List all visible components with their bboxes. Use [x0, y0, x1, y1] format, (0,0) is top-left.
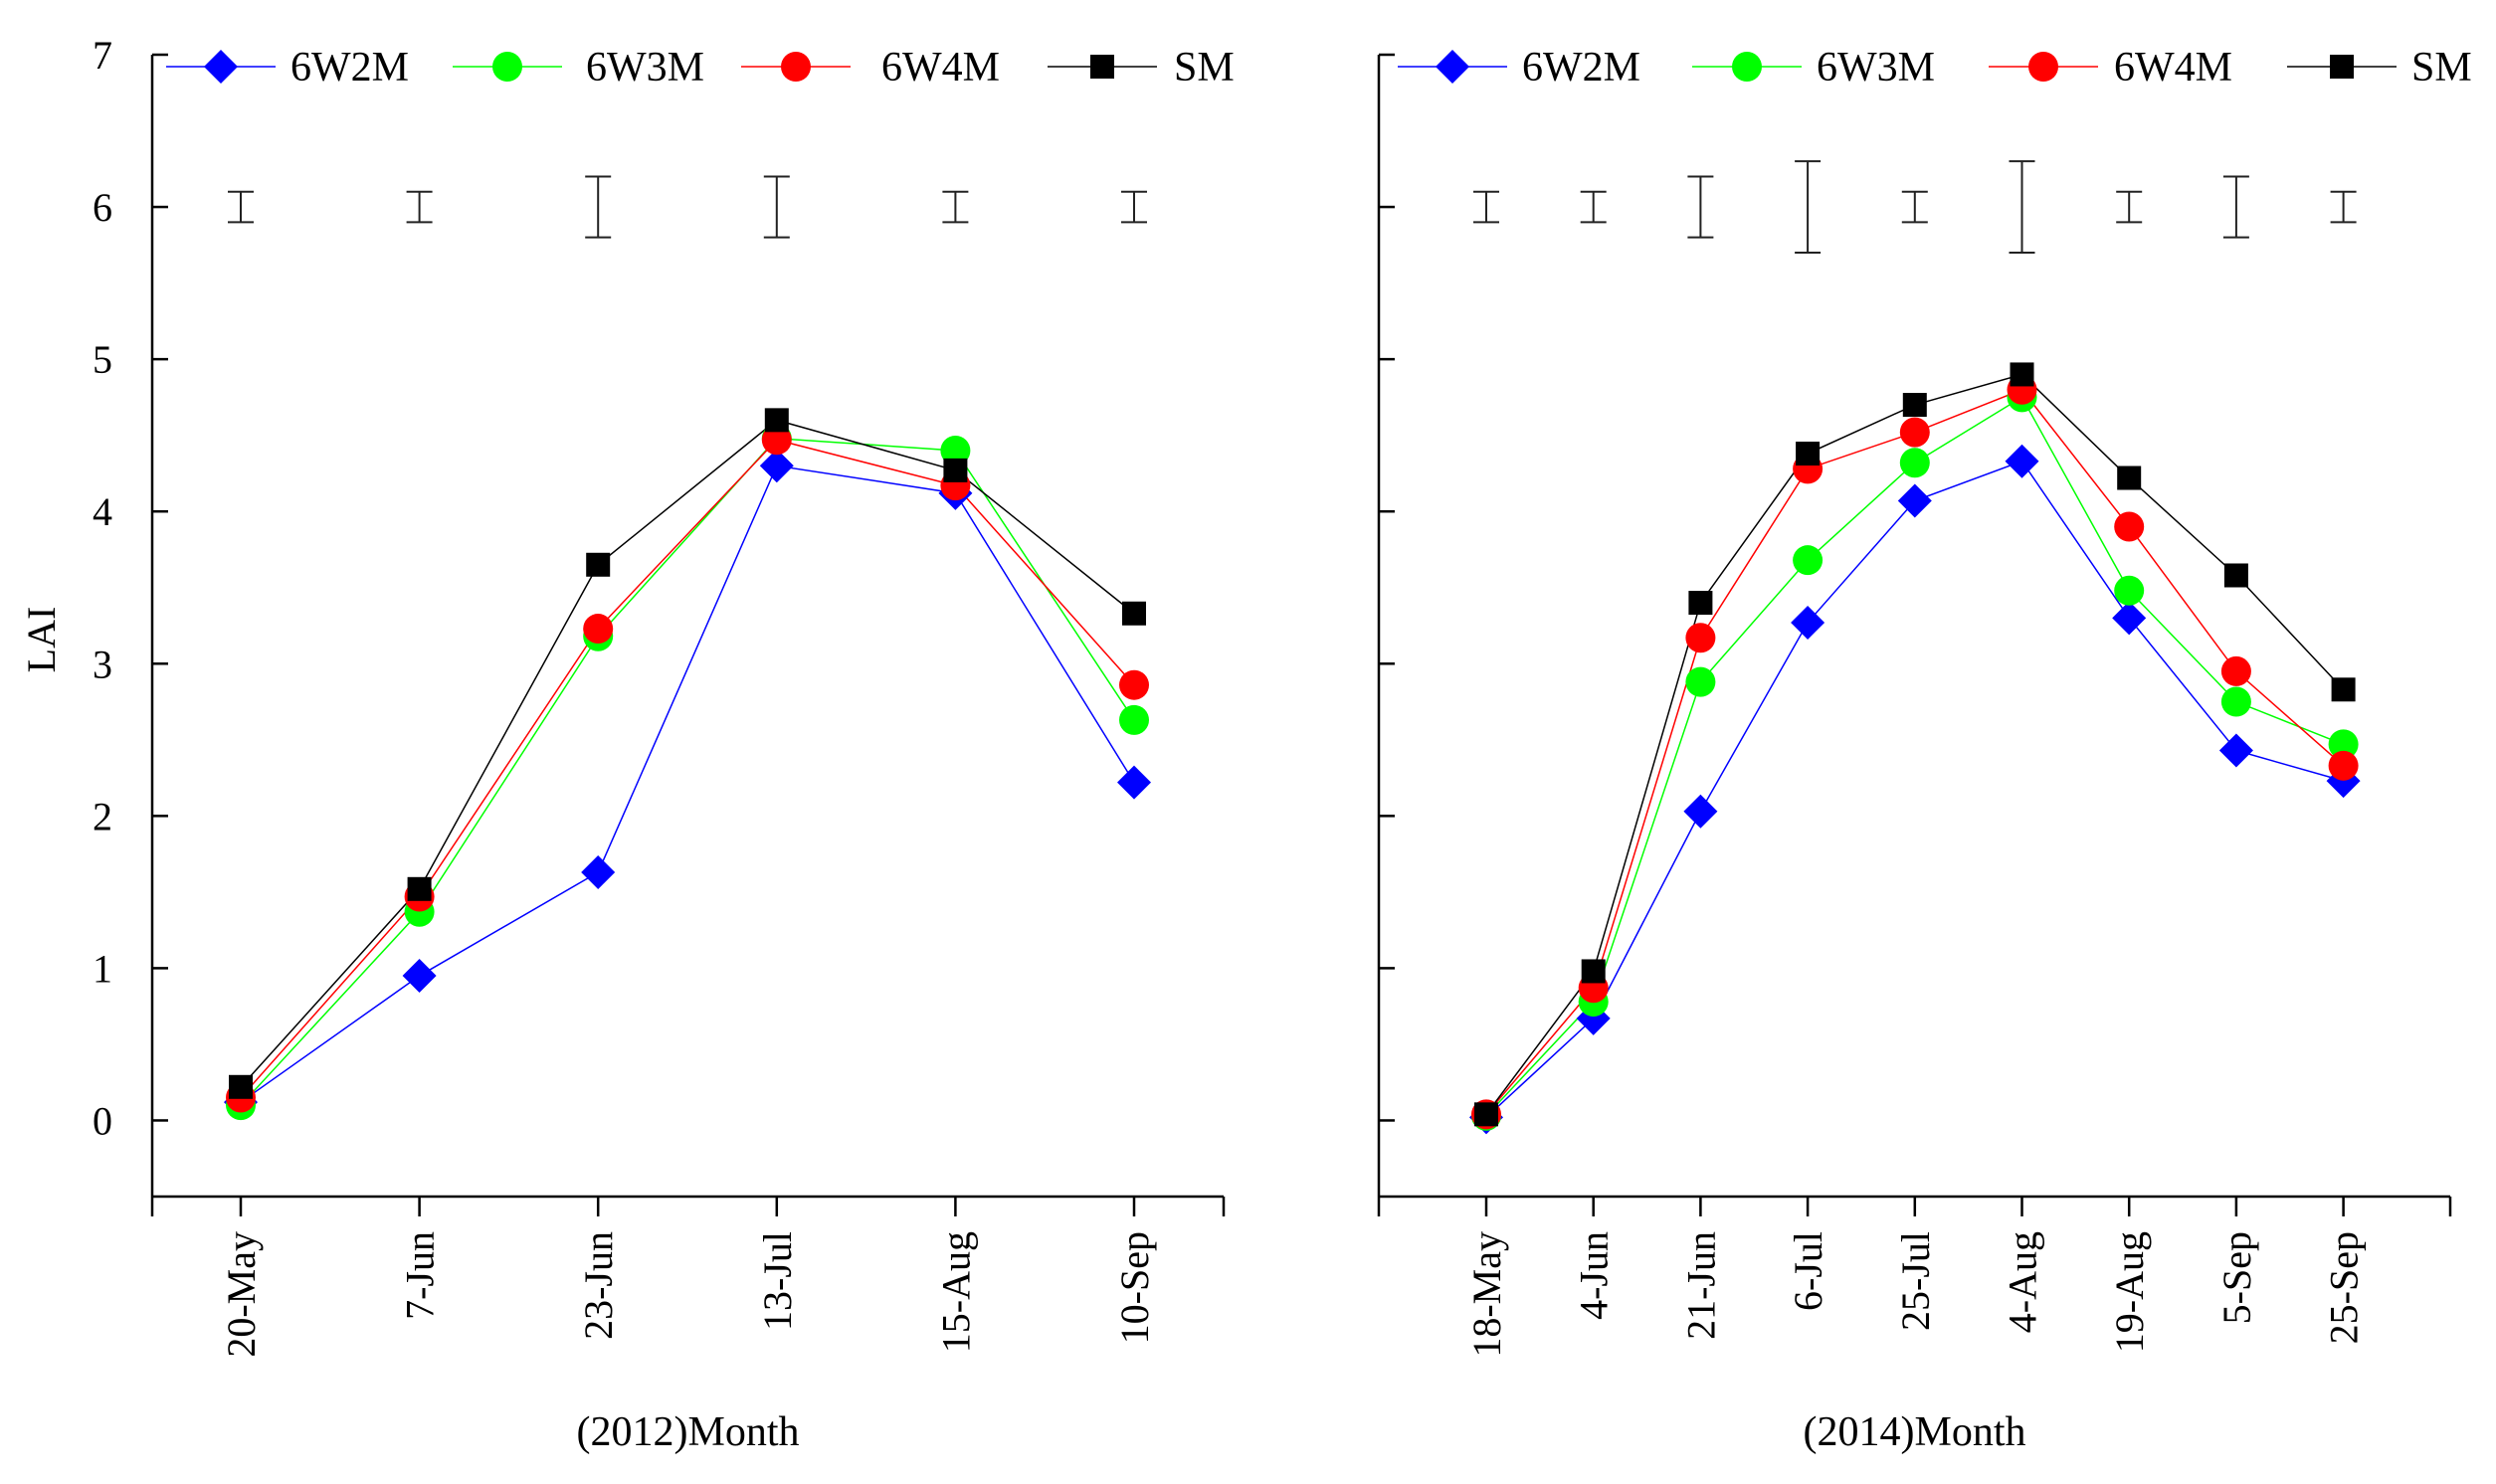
data-point-SM [2223, 563, 2248, 588]
x-tick-label: 21-Jun [1678, 1231, 1723, 1340]
x-tick-label: 13-Jul [755, 1231, 800, 1331]
series-line-6W2M [1485, 460, 2344, 1118]
data-point-6W2M [1897, 483, 1932, 518]
x-tick-label: 7-Jun [398, 1231, 443, 1320]
series-line-SM [240, 419, 1135, 1088]
data-point-6W4M [2328, 750, 2359, 781]
legend-marker-6W3M [492, 52, 522, 82]
legend-label-6W3M: 6W3M [586, 45, 704, 91]
legend-label-6W4M: 6W4M [881, 45, 1000, 91]
y-tick-label: 7 [93, 33, 112, 78]
x-tick-label: 20-May [219, 1231, 264, 1358]
legend-label-6W3M: 6W3M [1817, 45, 1935, 91]
data-point-SM [943, 458, 968, 482]
y-tick-label: 1 [93, 946, 112, 991]
data-point-6W4M [1899, 417, 1930, 448]
x-tick-label: 25-Jul [1893, 1231, 1938, 1331]
series-line-6W2M [240, 464, 1135, 1103]
y-tick-label: 0 [93, 1098, 112, 1143]
x-tick-label: 5-Sep [2214, 1231, 2259, 1324]
x-axis-title: (2014)Month [1804, 1409, 2026, 1455]
data-point-6W4M [1119, 669, 1149, 700]
legend-marker-6W4M [781, 52, 811, 82]
data-point-6W2M [1791, 605, 1825, 640]
data-point-SM [1796, 442, 1821, 466]
data-point-6W2M [402, 959, 437, 994]
data-point-6W3M [1685, 666, 1716, 697]
data-point-6W2M [581, 854, 616, 889]
legend-marker-SM [2330, 55, 2354, 79]
legend-marker-6W4M [2028, 52, 2058, 82]
data-point-6W4M [2114, 511, 2145, 542]
x-tick-label: 10-Sep [1112, 1231, 1157, 1344]
data-point-SM [229, 1074, 253, 1099]
x-tick-label: 19-Aug [2107, 1231, 2152, 1353]
data-point-6W3M [2220, 686, 2251, 717]
data-point-6W2M [1117, 765, 1151, 800]
data-point-SM [407, 876, 432, 901]
data-point-6W4M [583, 614, 614, 645]
y-tick-label: 6 [93, 185, 112, 230]
data-point-6W2M [759, 449, 794, 483]
x-tick-label: 4-Jun [1572, 1231, 1617, 1320]
series-line-6W3M [240, 437, 1135, 1106]
series-line-6W4M [240, 439, 1135, 1099]
data-point-SM [764, 408, 789, 433]
legend-label-6W2M: 6W2M [1522, 45, 1640, 91]
x-axis-title: (2012)Month [577, 1409, 800, 1455]
y-axis-label: LAI [19, 607, 64, 673]
legend-marker-6W2M [204, 50, 238, 84]
x-tick-label: 15-Aug [933, 1231, 978, 1353]
data-point-SM [2331, 677, 2356, 702]
data-point-6W3M [2114, 575, 2145, 606]
data-point-6W3M [940, 435, 971, 465]
y-tick-label: 5 [93, 337, 112, 382]
x-tick-label: 6-Jul [1786, 1231, 1830, 1311]
data-point-6W4M [761, 425, 792, 456]
data-point-6W3M [1899, 448, 1930, 478]
legend-label-SM: SM [2411, 45, 2472, 91]
data-point-SM [2117, 465, 2142, 490]
data-point-6W4M [1685, 623, 1716, 653]
y-tick-label: 4 [93, 489, 112, 534]
y-tick-label: 2 [93, 794, 112, 838]
x-tick-label: 4-Aug [2001, 1231, 2045, 1333]
data-point-6W2M [2218, 733, 2253, 768]
x-tick-label: 25-Sep [2322, 1231, 2367, 1344]
legend-marker-6W2M [1436, 50, 1469, 84]
data-point-6W2M [2005, 444, 2039, 478]
data-point-SM [1122, 601, 1146, 626]
legend-label-SM: SM [1174, 45, 1235, 91]
data-point-6W3M [2328, 729, 2359, 760]
chart-2012: 0 1 2 3 4 5 6 7 20-May 7-Jun 23-Jun 13-Jul 15-Aug 10-… [93, 33, 1235, 1455]
data-point-SM [586, 552, 611, 577]
data-point-SM [1581, 959, 1606, 984]
data-point-6W2M [2112, 601, 2147, 636]
legend-label-6W4M: 6W4M [2114, 45, 2232, 91]
legend-marker-SM [1090, 55, 1114, 79]
data-point-6W3M [1793, 545, 1824, 576]
x-tick-label: 23-Jun [576, 1231, 621, 1340]
legend-marker-6W3M [1732, 52, 1762, 82]
data-point-SM [1474, 1102, 1498, 1127]
x-tick-label: 18-May [1464, 1231, 1509, 1358]
data-point-6W2M [1683, 794, 1718, 829]
y-tick-label: 3 [93, 642, 112, 686]
data-point-SM [1902, 393, 1927, 418]
data-point-6W4M [2220, 655, 2251, 686]
chart-2014: 18-May 4-Jun 21-Jun 6-Jul 25-Jul 4-Aug 19-Aug 5… [1377, 45, 2472, 1455]
data-point-6W3M [1119, 704, 1149, 735]
legend-label-6W2M: 6W2M [290, 45, 409, 91]
data-point-SM [2010, 362, 2034, 387]
data-point-SM [1688, 591, 1713, 616]
